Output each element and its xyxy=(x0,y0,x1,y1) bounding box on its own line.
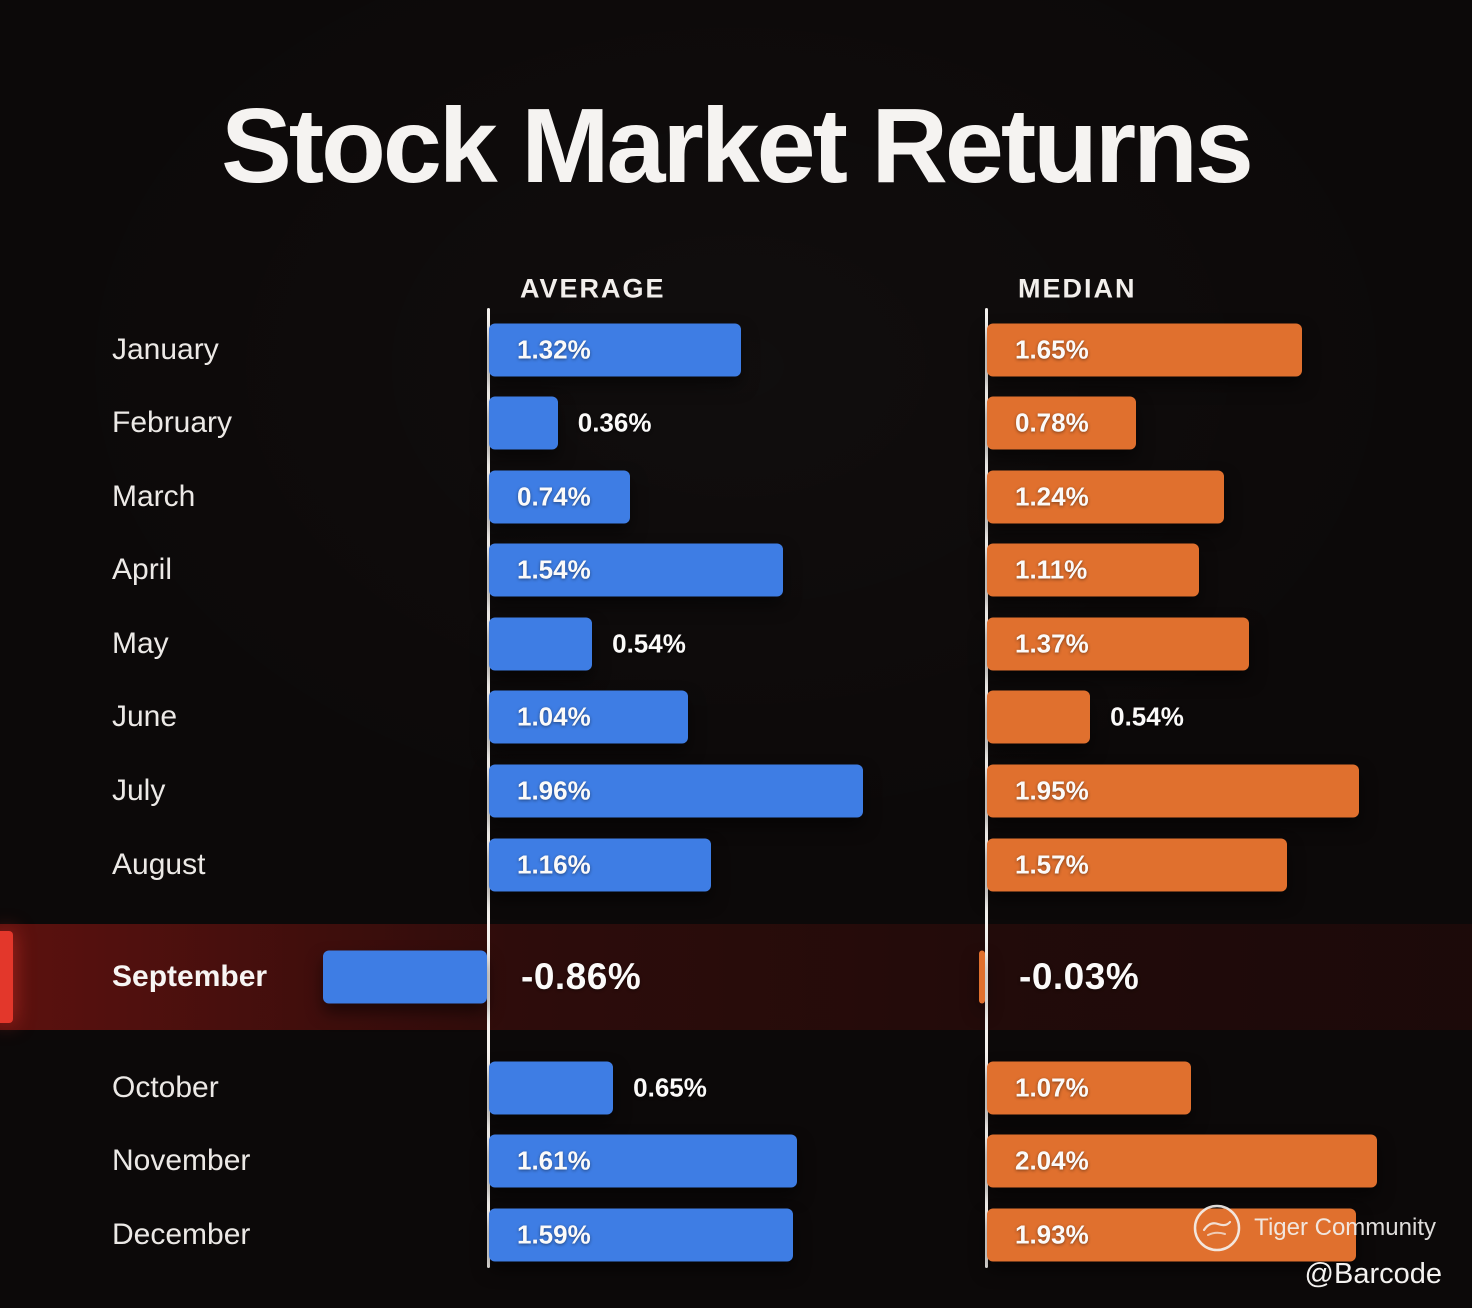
month-label: July xyxy=(112,774,166,807)
average-value-label: -0.86% xyxy=(521,956,642,997)
average-value-label: 1.16% xyxy=(517,849,591,880)
average-bar xyxy=(489,543,784,597)
month-label: February xyxy=(112,406,233,439)
month-label: September xyxy=(112,960,268,993)
average-bar xyxy=(489,1208,793,1262)
average-value-label: 1.54% xyxy=(517,554,591,585)
median-value-label: 1.65% xyxy=(1015,334,1089,365)
tiger-community-logo-icon xyxy=(1193,1204,1241,1252)
average-bar xyxy=(489,470,631,524)
month-label: June xyxy=(112,700,178,733)
median-bar xyxy=(987,838,1287,892)
watermark-community-label: Tiger Community xyxy=(1254,1214,1436,1241)
average-value-label: 1.32% xyxy=(517,334,591,365)
column-header-median: MEDIAN xyxy=(1018,273,1137,304)
average-value-label: 0.74% xyxy=(517,481,591,512)
median-value-label: 1.07% xyxy=(1015,1072,1089,1103)
month-label: November xyxy=(112,1144,251,1177)
median-bar xyxy=(979,950,985,1004)
month-label: August xyxy=(112,848,206,881)
median-value-label: 0.78% xyxy=(1015,407,1089,438)
average-bar xyxy=(489,764,864,818)
watermark: Tiger Community xyxy=(1192,1203,1436,1253)
average-value-label: 0.65% xyxy=(633,1072,707,1103)
september-highlight-band xyxy=(0,924,1472,1030)
average-axis-line xyxy=(487,308,490,1268)
average-value-label: 1.59% xyxy=(517,1219,591,1250)
median-bar xyxy=(987,396,1136,450)
month-label: October xyxy=(112,1071,219,1104)
average-value-label: 1.96% xyxy=(517,775,591,806)
average-value-label: 1.61% xyxy=(517,1145,591,1176)
median-value-label: 1.37% xyxy=(1015,628,1089,659)
median-bar xyxy=(987,1208,1356,1262)
median-bar xyxy=(987,323,1303,377)
average-value-label: 0.54% xyxy=(612,628,686,659)
median-value-label: 1.95% xyxy=(1015,775,1089,806)
page-title: Stock Market Returns xyxy=(221,87,1254,205)
month-label: December xyxy=(112,1218,251,1251)
median-bar xyxy=(987,1061,1192,1115)
median-value-label: -0.03% xyxy=(1019,956,1140,997)
average-bar xyxy=(489,838,711,892)
median-bar xyxy=(987,470,1224,524)
median-bar xyxy=(987,1134,1377,1188)
watermark-handle: @Barcode xyxy=(1304,1258,1442,1290)
average-bar xyxy=(322,950,487,1004)
average-bar xyxy=(489,617,593,671)
median-bar xyxy=(987,764,1360,818)
average-bar xyxy=(489,1134,797,1188)
median-bar xyxy=(987,690,1091,744)
median-bar xyxy=(987,543,1199,597)
column-header-average: AVERAGE xyxy=(520,273,666,304)
average-bar xyxy=(489,323,742,377)
month-label: May xyxy=(112,627,169,660)
median-value-label: 2.04% xyxy=(1015,1145,1089,1176)
average-bar xyxy=(489,396,558,450)
median-bar xyxy=(987,617,1249,671)
median-value-label: 0.54% xyxy=(1110,701,1184,732)
median-axis-line xyxy=(985,308,988,1268)
median-value-label: 1.93% xyxy=(1015,1219,1089,1250)
month-label: January xyxy=(112,333,219,366)
average-bar xyxy=(489,1061,614,1115)
median-value-label: 1.11% xyxy=(1015,554,1088,585)
median-value-label: 1.24% xyxy=(1015,481,1089,512)
median-value-label: 1.57% xyxy=(1015,849,1089,880)
average-value-label: 1.04% xyxy=(517,701,591,732)
month-label: April xyxy=(112,553,173,586)
average-bar xyxy=(489,690,688,744)
month-label: March xyxy=(112,480,196,513)
average-value-label: 0.36% xyxy=(577,407,652,438)
september-accent-marker xyxy=(0,931,13,1023)
